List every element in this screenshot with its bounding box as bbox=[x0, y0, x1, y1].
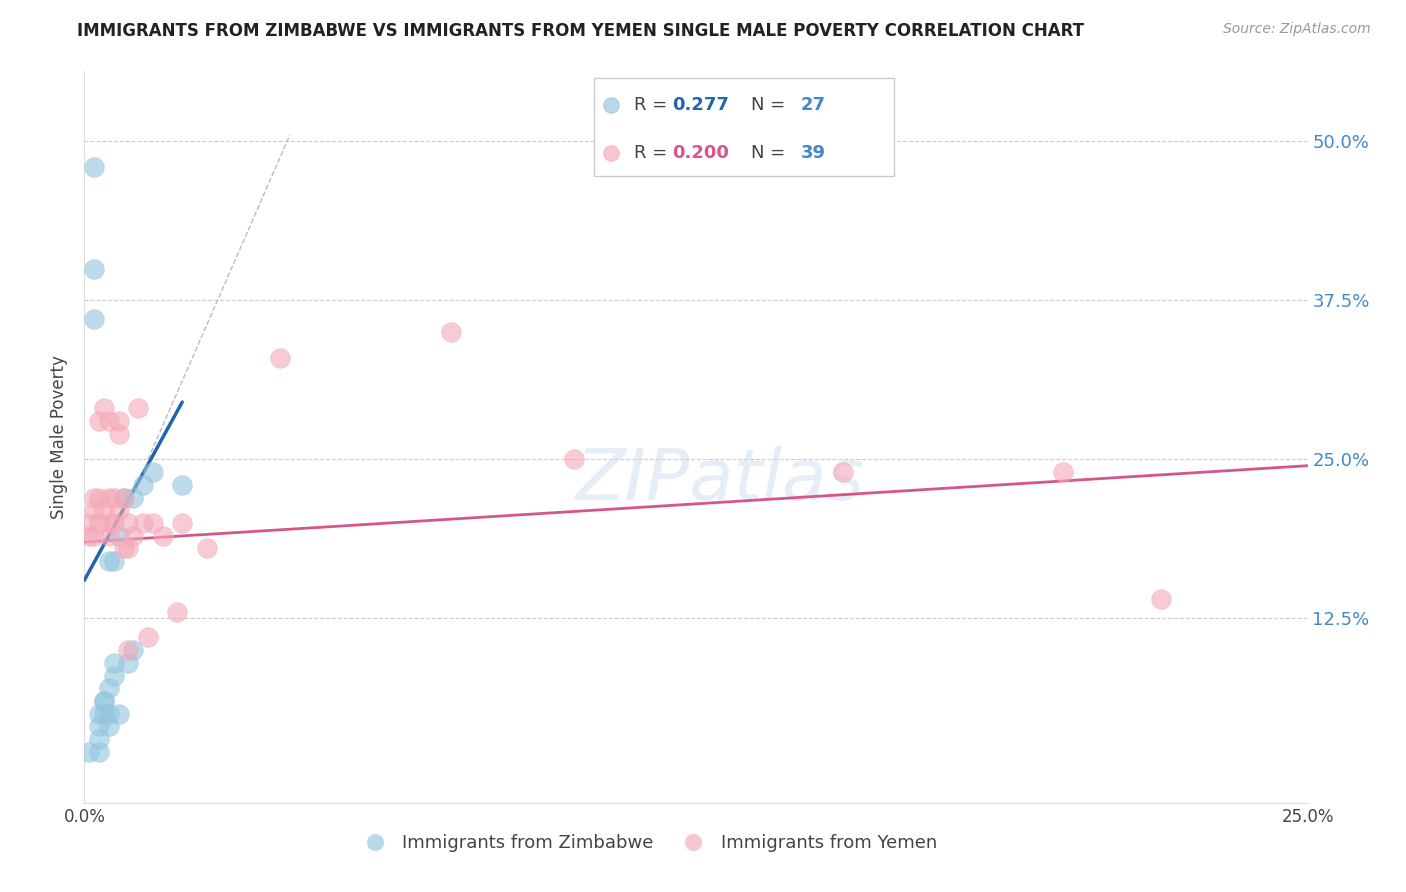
Point bbox=[83, 312, 105, 326]
Point bbox=[77, 529, 100, 543]
Point bbox=[172, 477, 194, 491]
Point bbox=[97, 491, 120, 505]
Point bbox=[93, 694, 115, 708]
Point bbox=[77, 516, 100, 530]
Point bbox=[77, 745, 100, 759]
Point bbox=[103, 668, 125, 682]
Text: ZIPatlas: ZIPatlas bbox=[576, 447, 865, 516]
Point bbox=[195, 541, 218, 556]
Text: 39: 39 bbox=[801, 144, 825, 161]
Point bbox=[83, 529, 105, 543]
Point bbox=[97, 554, 120, 568]
Point bbox=[122, 643, 145, 657]
Point bbox=[83, 160, 105, 174]
Point bbox=[83, 503, 105, 517]
Point bbox=[152, 529, 174, 543]
Point bbox=[117, 516, 139, 530]
Point bbox=[831, 465, 853, 479]
Y-axis label: Single Male Poverty: Single Male Poverty bbox=[51, 355, 69, 519]
Text: R =: R = bbox=[634, 95, 673, 113]
Text: IMMIGRANTS FROM ZIMBABWE VS IMMIGRANTS FROM YEMEN SINGLE MALE POVERTY CORRELATIO: IMMIGRANTS FROM ZIMBABWE VS IMMIGRANTS F… bbox=[77, 22, 1084, 40]
Text: N =: N = bbox=[751, 95, 792, 113]
Text: R =: R = bbox=[634, 144, 673, 161]
Point bbox=[97, 516, 120, 530]
Text: 0.277: 0.277 bbox=[672, 95, 730, 113]
Point bbox=[107, 529, 129, 543]
Point bbox=[132, 516, 155, 530]
FancyBboxPatch shape bbox=[593, 78, 894, 177]
Text: 27: 27 bbox=[801, 95, 825, 113]
Point bbox=[440, 325, 463, 339]
Point bbox=[112, 491, 135, 505]
Point bbox=[93, 401, 115, 416]
Point bbox=[107, 503, 129, 517]
Point bbox=[112, 491, 135, 505]
Point bbox=[107, 706, 129, 721]
Legend: Immigrants from Zimbabwe, Immigrants from Yemen: Immigrants from Zimbabwe, Immigrants fro… bbox=[350, 827, 943, 860]
Text: Source: ZipAtlas.com: Source: ZipAtlas.com bbox=[1223, 22, 1371, 37]
Point bbox=[142, 465, 165, 479]
Point bbox=[103, 516, 125, 530]
Point bbox=[107, 426, 129, 441]
Point bbox=[87, 414, 110, 428]
Point bbox=[166, 605, 188, 619]
Point bbox=[117, 656, 139, 670]
Point bbox=[562, 452, 585, 467]
Point bbox=[97, 414, 120, 428]
Point bbox=[107, 414, 129, 428]
Point bbox=[172, 516, 194, 530]
Point bbox=[117, 541, 139, 556]
Point bbox=[87, 719, 110, 733]
Point bbox=[132, 477, 155, 491]
Point bbox=[117, 643, 139, 657]
Point bbox=[83, 261, 105, 276]
Point bbox=[122, 491, 145, 505]
Point bbox=[136, 631, 159, 645]
Point bbox=[269, 351, 291, 365]
Point bbox=[97, 719, 120, 733]
Point bbox=[112, 541, 135, 556]
Point bbox=[142, 516, 165, 530]
Point bbox=[1150, 592, 1173, 607]
Point bbox=[103, 554, 125, 568]
Text: N =: N = bbox=[751, 144, 792, 161]
Point bbox=[83, 491, 105, 505]
Point bbox=[87, 732, 110, 747]
Point bbox=[97, 681, 120, 696]
Point bbox=[103, 656, 125, 670]
Point bbox=[93, 503, 115, 517]
Point bbox=[93, 694, 115, 708]
Point bbox=[122, 529, 145, 543]
Point bbox=[93, 706, 115, 721]
Point bbox=[103, 491, 125, 505]
Point bbox=[97, 529, 120, 543]
Point bbox=[97, 706, 120, 721]
Point bbox=[87, 516, 110, 530]
Point bbox=[87, 491, 110, 505]
Point bbox=[87, 706, 110, 721]
Point bbox=[127, 401, 149, 416]
Point bbox=[87, 745, 110, 759]
Point bbox=[1052, 465, 1074, 479]
Text: 0.200: 0.200 bbox=[672, 144, 730, 161]
